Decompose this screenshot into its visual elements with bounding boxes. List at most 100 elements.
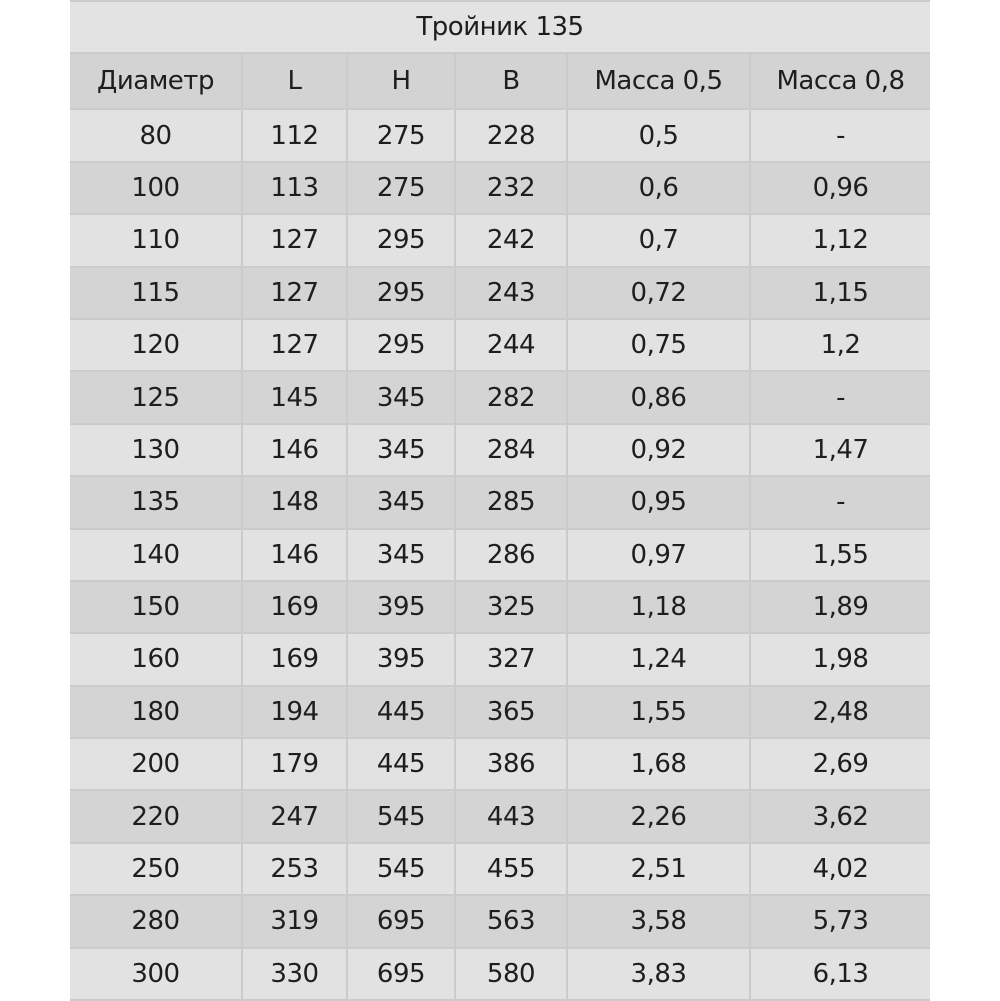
table-row: 120 127 295 244 0,75 1,2	[70, 317, 931, 373]
table-cell: 2,51	[566, 841, 751, 897]
table-cell: 5,73	[748, 894, 931, 949]
table-row: 140 146 345 286 0,97 1,55	[70, 527, 931, 582]
table-row: 160 169 395 327 1,24 1,98	[70, 632, 931, 687]
table-cell: 0,92	[566, 422, 751, 478]
table-cell: 100	[70, 160, 243, 216]
table-row: 135 148 345 285 0,95-	[70, 475, 931, 530]
table-row: 250 253 545 455 2,51 4,02	[70, 841, 931, 897]
table-cell: 150	[70, 579, 243, 635]
table-cell: 2,69	[748, 737, 931, 792]
column-header: B	[454, 52, 568, 111]
table-cell: 275	[346, 108, 456, 163]
table-cell: 113	[241, 160, 348, 216]
table-cell: 160	[70, 632, 243, 687]
table-cell: 0,6	[566, 160, 751, 216]
table-cell: 3,58	[566, 894, 751, 949]
table-cell: 319	[241, 894, 348, 949]
table-cell: 250	[70, 841, 243, 897]
table-cell: 145	[241, 370, 348, 425]
table-cell: 365	[454, 684, 568, 740]
table-cell: 115	[70, 265, 243, 320]
table-cell: 345	[346, 422, 456, 478]
table-cell: 80	[70, 108, 243, 163]
table-cell: 1,55	[748, 527, 931, 582]
table-cell: 286	[454, 527, 568, 582]
table-cell: 112	[241, 108, 348, 163]
table-cell: 285	[454, 475, 568, 530]
table-cell: 2,48	[748, 684, 931, 740]
table-cell: 146	[241, 527, 348, 582]
table-cell: 445	[346, 684, 456, 740]
table-cell: 242	[454, 213, 568, 268]
table-cell: 545	[346, 841, 456, 897]
table-cell: 395	[346, 579, 456, 635]
column-header: L	[241, 52, 348, 111]
table-cell: -	[748, 475, 931, 530]
table-cell: 130	[70, 422, 243, 478]
table-cell: 2,26	[566, 789, 751, 844]
table-cell: 295	[346, 317, 456, 373]
column-header: Масса 0,5	[566, 52, 751, 111]
table-cell: 1,55	[566, 684, 751, 740]
table-cell: 1,98	[748, 632, 931, 687]
table-cell: 200	[70, 737, 243, 792]
table-cell: 3,62	[748, 789, 931, 844]
table-cell: 275	[346, 160, 456, 216]
table-cell: 127	[241, 265, 348, 320]
table-cell: 345	[346, 475, 456, 530]
table-cell: 148	[241, 475, 348, 530]
table-cell: 1,18	[566, 579, 751, 635]
table-cell: 0,86	[566, 370, 751, 425]
table-cell: 220	[70, 789, 243, 844]
table-cell: 695	[346, 894, 456, 949]
table-cell: 169	[241, 632, 348, 687]
table-cell: 127	[241, 317, 348, 373]
table-row: 200 179 445 386 1,68 2,69	[70, 737, 931, 792]
table-cell: 280	[70, 894, 243, 949]
table-cell: 282	[454, 370, 568, 425]
table-cell: 443	[454, 789, 568, 844]
table-row: 125 145 345 282 0,86-	[70, 370, 931, 425]
table-cell: 1,24	[566, 632, 751, 687]
table-cell: 1,12	[748, 213, 931, 268]
table-cell: 253	[241, 841, 348, 897]
table-cell: 110	[70, 213, 243, 268]
table-cell: 1,15	[748, 265, 931, 320]
column-header: Масса 0,8	[748, 52, 931, 111]
table-cell: 0,5	[566, 108, 751, 163]
table-cell: 284	[454, 422, 568, 478]
table-cell: 445	[346, 737, 456, 792]
table-cell: 395	[346, 632, 456, 687]
table-cell: 120	[70, 317, 243, 373]
table-cell: 232	[454, 160, 568, 216]
table-cell: 345	[346, 370, 456, 425]
table-cell: 244	[454, 317, 568, 373]
table-cell: 580	[454, 946, 568, 1001]
table-cell: 180	[70, 684, 243, 740]
table-row: 300 330 695 580 3,83 6,13	[70, 946, 931, 1001]
table-cell: 545	[346, 789, 456, 844]
table-cell: 455	[454, 841, 568, 897]
table-cell: 563	[454, 894, 568, 949]
table-cell: 0,72	[566, 265, 751, 320]
table-cell: 0,96	[748, 160, 931, 216]
table-cell: 169	[241, 579, 348, 635]
table-cell: 327	[454, 632, 568, 687]
table-cell: -	[748, 108, 931, 163]
table-cell: -	[748, 370, 931, 425]
table-cell: 179	[241, 737, 348, 792]
table-cell: 194	[241, 684, 348, 740]
table-cell: 0,95	[566, 475, 751, 530]
table-row: 280 319 695 563 3,58 5,73	[70, 894, 931, 949]
table-cell: 0,75	[566, 317, 751, 373]
table-row: 180 194 445 365 1,55 2,48	[70, 684, 931, 740]
table-row: 150 169 395 325 1,18 1,89	[70, 579, 931, 635]
table-row: 220 247 545 443 2,26 3,62	[70, 789, 931, 844]
table-cell: 1,89	[748, 579, 931, 635]
table-cell: 127	[241, 213, 348, 268]
table-cell: 345	[346, 527, 456, 582]
table-cell: 1,47	[748, 422, 931, 478]
table-cell: 228	[454, 108, 568, 163]
table-row: 115 127 295 243 0,72 1,15	[70, 265, 931, 320]
column-header: H	[346, 52, 456, 111]
